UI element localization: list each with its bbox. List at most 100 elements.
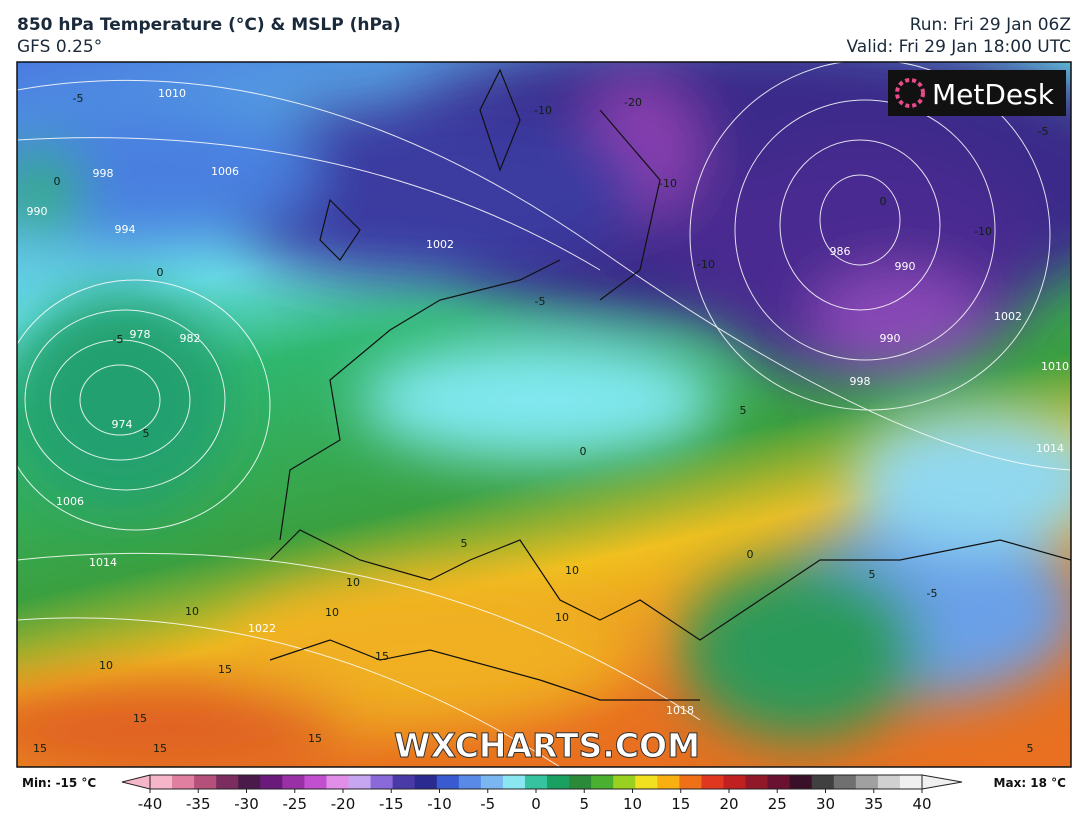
colorbar-swatch [811, 775, 835, 789]
colorbar-tick-label: 25 [768, 795, 787, 813]
colorbar-swatch [657, 775, 680, 789]
temperature-label: 10 [565, 564, 579, 577]
isobar-label: 982 [180, 332, 201, 345]
colorbar-swatch [679, 775, 702, 789]
isobar-label: 994 [115, 223, 136, 236]
colorbar-swatch [150, 775, 173, 789]
colorbar-swatch [833, 775, 857, 789]
colorbar-tick-label: 35 [864, 795, 883, 813]
isobar-label: 1002 [426, 238, 454, 251]
colorbar-swatch [414, 775, 438, 789]
colorbar-tick-label: -15 [379, 795, 404, 813]
colorbar-arrow-right [921, 774, 963, 790]
temperature-label: 10 [185, 605, 199, 618]
isobar-label: 990 [895, 260, 916, 273]
colorbar-swatch [480, 775, 504, 789]
colorbar-swatch [216, 775, 239, 789]
colorbar-min: Min: -15 °C [22, 776, 96, 790]
valid: Valid: Fri 29 Jan 18:00 UTC [847, 37, 1072, 57]
temperature-label: 15 [153, 742, 167, 755]
temperature-label: 15 [375, 650, 389, 663]
isobar-label: 1002 [994, 310, 1022, 323]
temperature-label: 10 [346, 576, 360, 589]
colorbar-tick-label: 0 [531, 795, 541, 813]
colorbar-tick-label: 40 [912, 795, 931, 813]
colorbar-tick-label: 20 [719, 795, 738, 813]
temperature-label: -10 [697, 258, 715, 271]
temperature-label: -5 [73, 92, 84, 105]
colorbar-swatch [172, 775, 195, 789]
temperature-label: -20 [624, 96, 642, 109]
colorbar-tick-label: 30 [816, 795, 835, 813]
colorbar-swatch [436, 775, 460, 789]
temperature-label: 10 [325, 606, 339, 619]
isobar-label: 1010 [158, 87, 186, 100]
isobar-label: 1014 [1036, 442, 1064, 455]
colorbar: -40 -35 -30 -25 -20 -15 -10 -5 0 5 10 15 20 25 30 35 40 [121, 774, 963, 813]
isobar-label: 990 [27, 205, 48, 218]
isobar-label: 1018 [666, 704, 694, 717]
temperature-label: 5 [461, 537, 468, 550]
temperature-label: 0 [747, 548, 754, 561]
colorbar-tick-label: -25 [283, 795, 308, 813]
isobar-label: 990 [880, 332, 901, 345]
colorbar-swatch [524, 775, 548, 789]
colorbar-max: Max: 18 °C [994, 776, 1067, 790]
temperature-label: 15 [33, 742, 47, 755]
isobar-label: 998 [850, 375, 871, 388]
colorbar-swatch [392, 775, 416, 789]
temperature-label: 15 [133, 712, 147, 725]
isobar-label: 1006 [211, 165, 239, 178]
colorbar-swatch [458, 775, 482, 789]
colorbar-swatch [723, 775, 747, 789]
colorbar-swatch [260, 775, 283, 789]
temperature-label: 5 [143, 427, 150, 440]
colorbar-tick-label: -10 [427, 795, 452, 813]
temperature-label: 15 [308, 732, 322, 745]
isobar-label: 986 [830, 245, 851, 258]
temperature-label: -5 [535, 295, 546, 308]
temperature-label: 0 [580, 445, 587, 458]
colorbar-swatch [745, 775, 769, 789]
subtitle: GFS 0.25° [17, 37, 102, 57]
map-frame [16, 61, 1072, 768]
isobar-label: 1006 [56, 495, 84, 508]
temperature-label: 5 [869, 568, 876, 581]
colorbar-swatch [789, 775, 813, 789]
colorbar-swatch [348, 775, 372, 789]
colorbar-tick-label: 10 [623, 795, 642, 813]
colorbar-swatch [855, 775, 879, 789]
colorbar-swatch [767, 775, 791, 789]
colorbar-tick-label: -5 [480, 795, 495, 813]
colorbar-arrow-left [121, 774, 151, 790]
temperature-label: 0 [880, 195, 887, 208]
isobar-label: 1014 [89, 556, 117, 569]
temperature-label: -10 [534, 104, 552, 117]
colorbar-tick-label: -40 [138, 795, 163, 813]
temperature-label: 5 [1027, 742, 1034, 755]
colorbar-swatch [635, 775, 658, 789]
temperature-label: 10 [555, 611, 569, 624]
temperature-label: 10 [99, 659, 113, 672]
temperature-label: 15 [218, 663, 232, 676]
colorbar-swatch [569, 775, 592, 789]
isobar-label: 1022 [248, 622, 276, 635]
colorbar-swatch [502, 775, 526, 789]
colorbar-swatch [701, 775, 724, 789]
colorbar-tick-label: -20 [331, 795, 356, 813]
colorbar-swatch [238, 775, 261, 789]
run: Run: Fri 29 Jan 06Z [910, 15, 1071, 35]
isobar-label: 1010 [1041, 360, 1069, 373]
colorbar-swatch [304, 775, 327, 789]
colorbar-tick-label: -35 [186, 795, 211, 813]
colorbar-swatch [370, 775, 394, 789]
colorbar-swatch [194, 775, 217, 789]
colorbar-swatch [591, 775, 614, 789]
logo: MetDesk [932, 78, 1055, 111]
colorbar-tick-label: 5 [579, 795, 589, 813]
temperature-label: -5 [1038, 125, 1049, 138]
colorbar-swatch [613, 775, 636, 789]
isobar-label: 978 [130, 328, 151, 341]
colorbar-swatch [547, 775, 570, 789]
title: 850 hPa Temperature (°C) & MSLP (hPa) [17, 15, 401, 35]
